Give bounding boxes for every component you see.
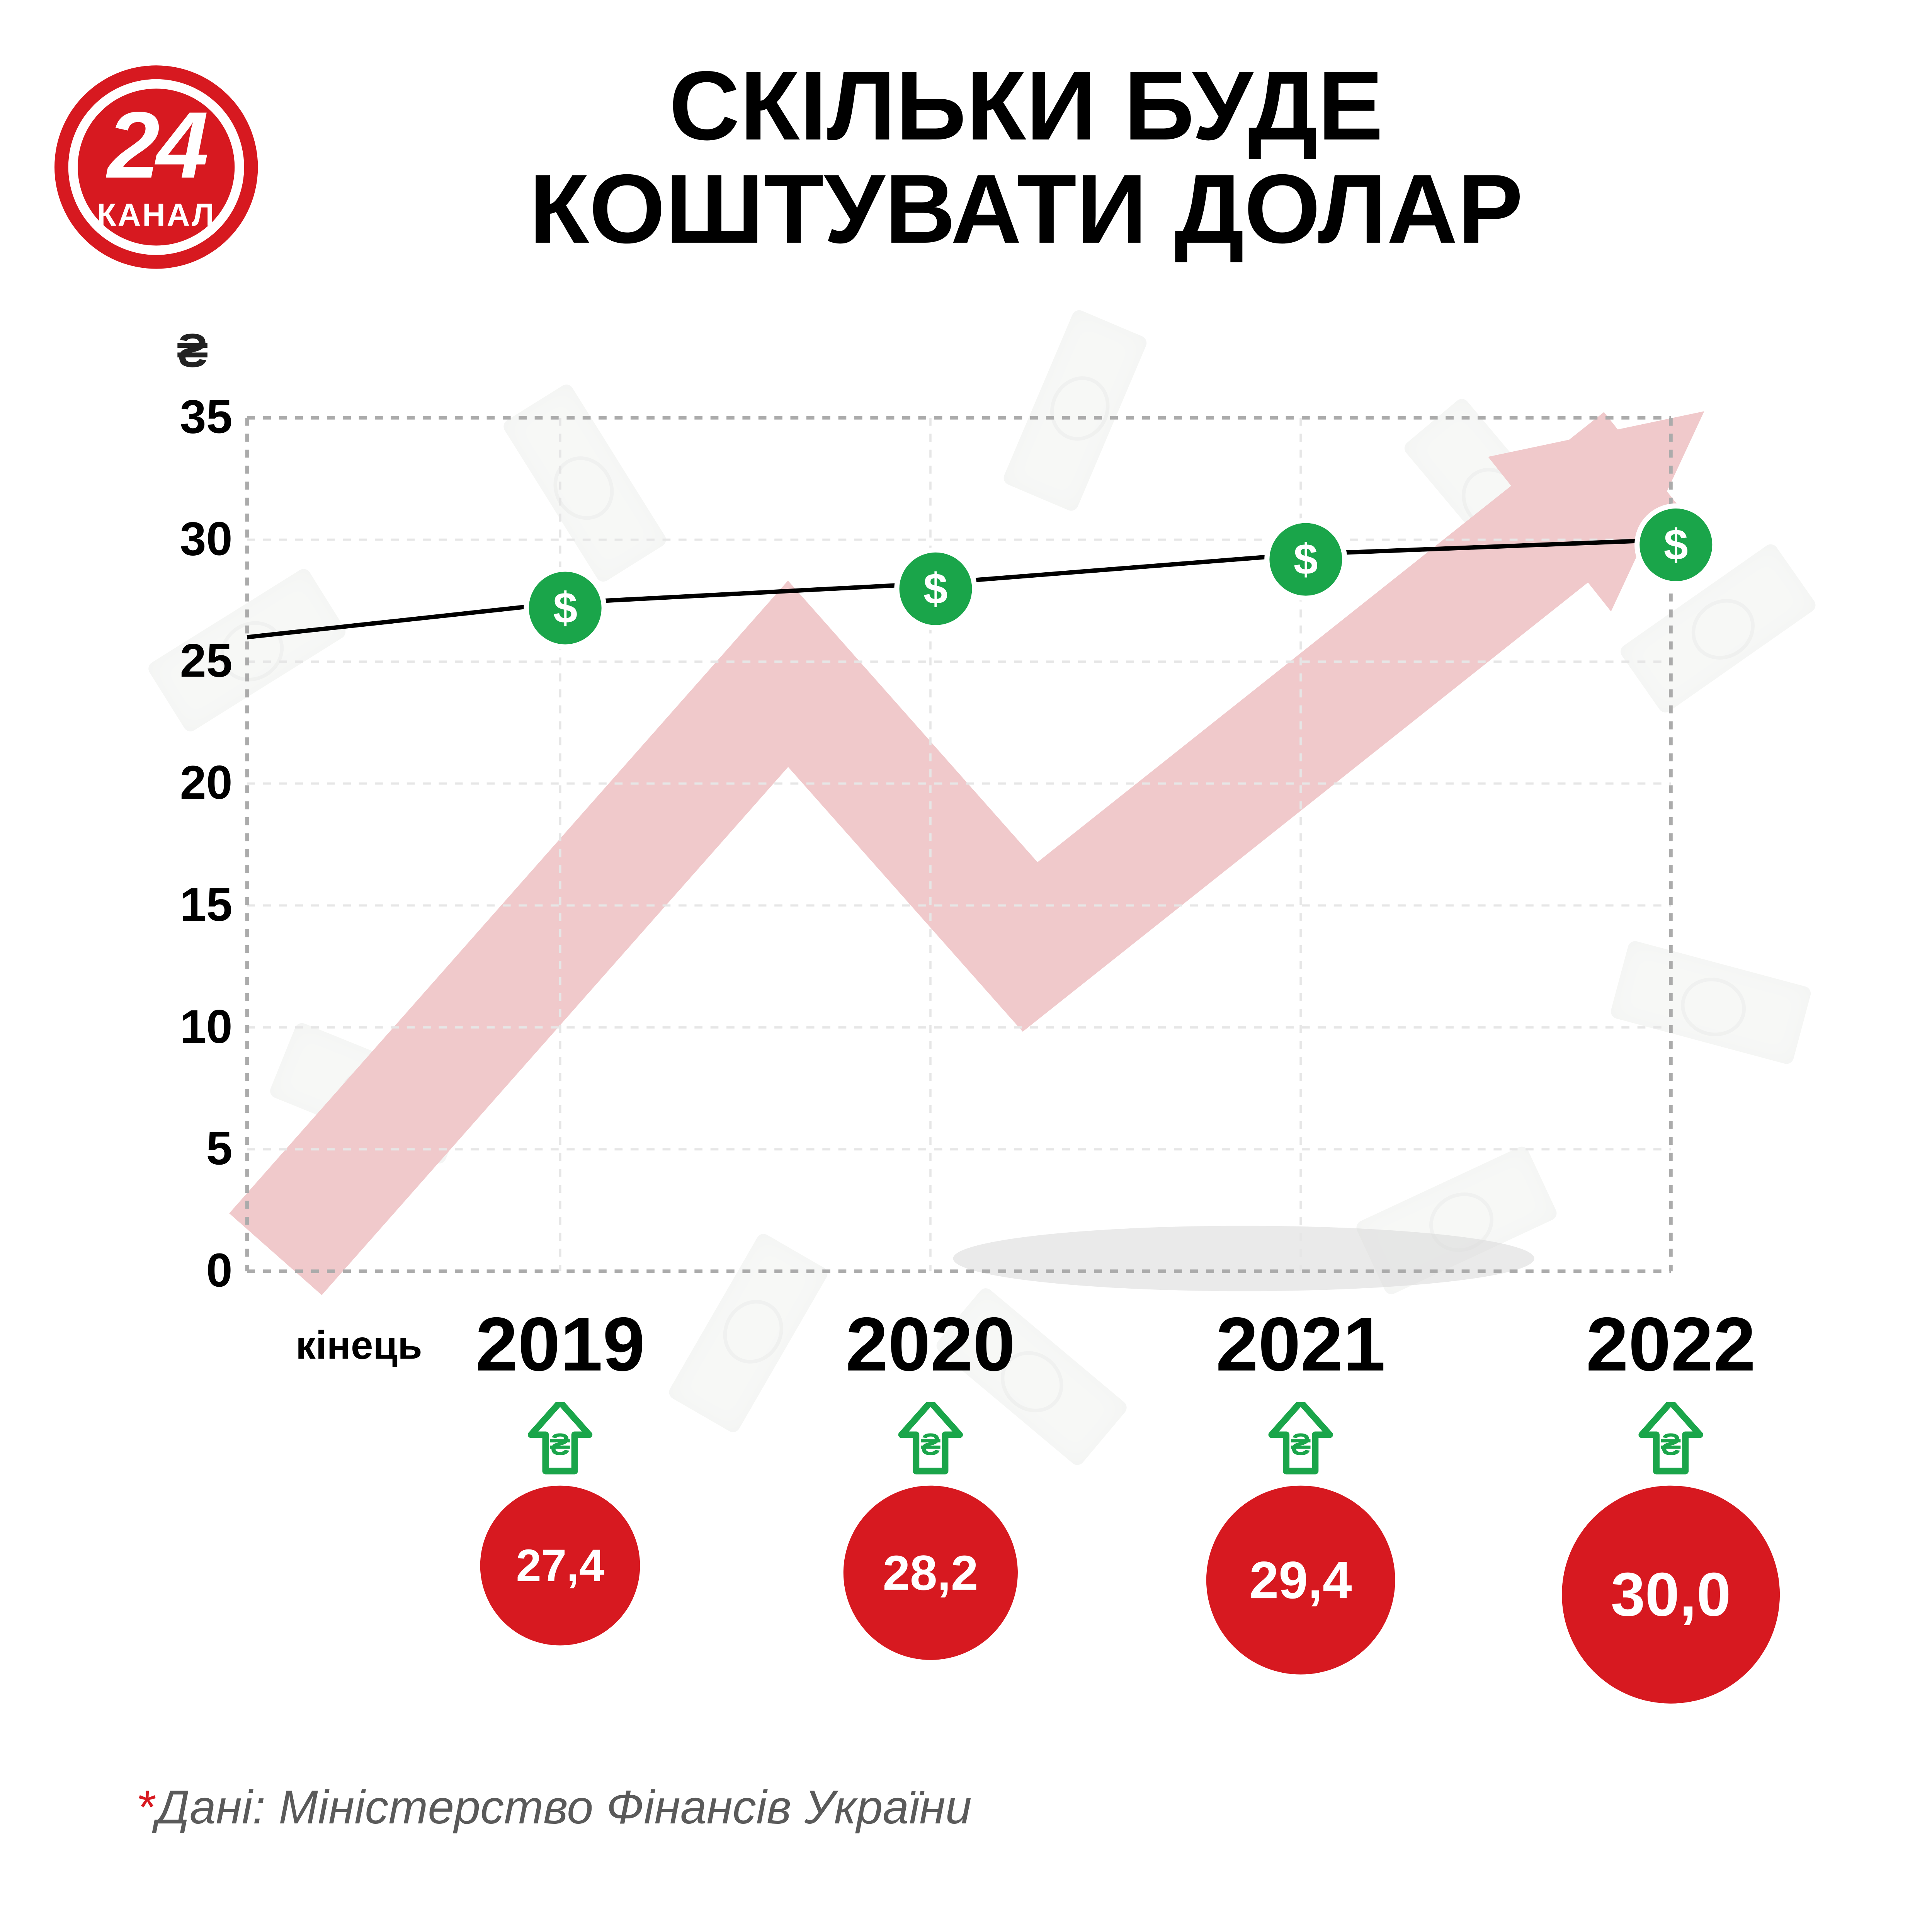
chart-point-marker: $ xyxy=(1634,503,1717,586)
y-tick-label: 5 xyxy=(138,1121,232,1175)
y-tick-label: 25 xyxy=(138,633,232,688)
title-line-1: СКІЛЬКИ БУДЕ xyxy=(669,51,1383,161)
logo-number: 24 xyxy=(54,98,258,192)
line-chart xyxy=(211,381,1707,1308)
up-arrow-icon: ₴ xyxy=(894,1402,967,1475)
logo-subtext: КАНАЛ xyxy=(54,196,258,233)
footnote-text: Дані: Міністерство Фінансів України xyxy=(156,1781,972,1833)
chart-point-marker: $ xyxy=(1264,518,1347,600)
title-line-2: КОШТУВАТИ ДОЛАР xyxy=(529,154,1523,264)
y-tick-label: 10 xyxy=(138,999,232,1054)
value-badge: 28,2 xyxy=(843,1486,1017,1660)
up-arrow-icon: ₴ xyxy=(1634,1402,1707,1475)
y-axis-currency-icon: ₴ xyxy=(153,323,233,378)
value-badge: 29,4 xyxy=(1206,1486,1395,1675)
svg-text:₴: ₴ xyxy=(1660,1427,1681,1461)
y-tick-label: 35 xyxy=(138,389,232,444)
chart-point-marker: $ xyxy=(524,567,607,650)
x-tick-year: 2021 xyxy=(1173,1300,1428,1388)
y-tick-label: 0 xyxy=(138,1243,232,1298)
infographic-title: СКІЛЬКИ БУДЕ КОШТУВАТИ ДОЛАР xyxy=(291,54,1762,260)
x-tick-year: 2019 xyxy=(433,1300,687,1388)
y-tick-label: 15 xyxy=(138,877,232,932)
y-tick-label: 30 xyxy=(138,511,232,566)
x-tick-year: 2020 xyxy=(803,1300,1058,1388)
x-axis-prefix: кінець xyxy=(233,1322,422,1368)
data-source-footer: *Дані: Міністерство Фінансів України xyxy=(138,1780,971,1834)
x-tick-year: 2022 xyxy=(1544,1300,1798,1388)
footnote-star-icon: * xyxy=(138,1781,156,1833)
channel-24-logo: 24 КАНАЛ xyxy=(54,65,258,269)
hryvnia-icon: ₴ xyxy=(177,324,208,377)
up-arrow-icon: ₴ xyxy=(524,1402,597,1475)
value-badge: 30,0 xyxy=(1562,1486,1780,1704)
svg-text:₴: ₴ xyxy=(920,1427,940,1461)
up-arrow-icon: ₴ xyxy=(1264,1402,1337,1475)
value-badge: 27,4 xyxy=(480,1486,640,1646)
chart-point-marker: $ xyxy=(894,547,977,630)
svg-text:₴: ₴ xyxy=(1290,1427,1311,1461)
infographic-root: 24 КАНАЛ СКІЛЬКИ БУДЕ КОШТУВАТИ ДОЛАР ₴ … xyxy=(0,0,1816,1932)
y-tick-label: 20 xyxy=(138,755,232,810)
svg-text:₴: ₴ xyxy=(550,1427,570,1461)
